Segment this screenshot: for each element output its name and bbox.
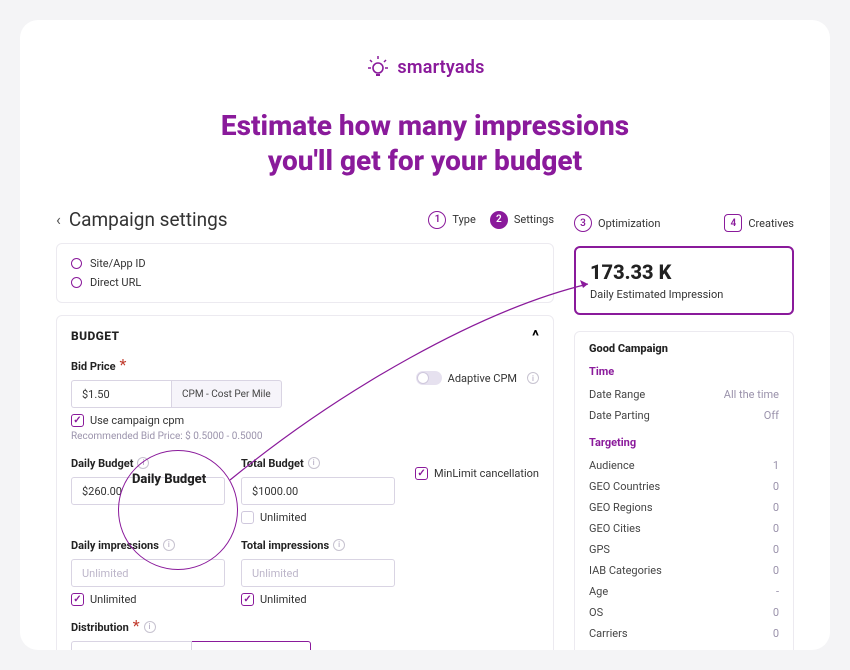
info-icon[interactable]: i xyxy=(527,372,539,384)
total-budget-label: Total Budget xyxy=(241,457,304,470)
adaptive-cpm-toggle[interactable]: Adaptive CPM i xyxy=(416,371,539,385)
step-creatives[interactable]: 4Creatives xyxy=(724,214,794,232)
total-budget-input[interactable]: $1000.00 xyxy=(241,477,395,505)
dist-asap-button[interactable]: ASAP xyxy=(192,641,312,650)
summary-row: Audience1 xyxy=(589,455,779,476)
total-impressions-label: Total impressions xyxy=(241,539,329,552)
summary-row: OS0 xyxy=(589,602,779,623)
page-headline: Estimate how many impressions you'll get… xyxy=(56,108,794,178)
info-icon[interactable]: i xyxy=(144,621,156,633)
budget-title: BUDGET xyxy=(71,329,119,343)
summary-targeting-header: Targeting xyxy=(589,436,779,449)
total-imp-unlimited-checkbox[interactable]: ✓Unlimited xyxy=(241,593,395,606)
bid-price-input[interactable]: $1.50 xyxy=(71,380,171,408)
brand-name: smartyads xyxy=(397,57,484,78)
daily-impressions-label: Daily impressions xyxy=(71,539,159,552)
summary-row: GEO Countries0 xyxy=(589,476,779,497)
impression-estimate-card: 173.33 K Daily Estimated Impression xyxy=(574,246,794,315)
summary-row: Date RangeAll the time xyxy=(589,384,779,405)
lightbulb-icon xyxy=(365,54,391,80)
total-budget-unlimited-checkbox[interactable]: ✓Unlimited xyxy=(241,511,395,524)
dist-evenly-button[interactable]: Evenly xyxy=(71,641,192,650)
info-icon[interactable]: i xyxy=(137,457,149,469)
bid-unit: CPM - Cost Per Mile xyxy=(171,380,282,408)
bid-price-label: Bid Price xyxy=(71,360,116,373)
info-icon[interactable]: i xyxy=(163,539,175,551)
radio-icon xyxy=(71,277,82,288)
summary-row: GPS0 xyxy=(589,539,779,560)
impression-value: 173.33 K xyxy=(590,260,778,284)
chevron-left-icon: ‹ xyxy=(56,210,61,229)
summary-row: IAB Categories0 xyxy=(589,560,779,581)
summary-row: Carriers0 xyxy=(589,623,779,644)
budget-panel: BUDGET ^ Bid Price * $1.50 CPM - Cost Pe… xyxy=(56,315,554,650)
page-title: Campaign settings xyxy=(69,208,228,231)
callout-label: Daily Budget xyxy=(132,472,206,487)
step-tracker: 1Type 2Settings xyxy=(428,211,554,229)
daily-imp-unlimited-checkbox[interactable]: ✓Unlimited xyxy=(71,593,225,606)
summary-row: Age- xyxy=(589,581,779,602)
summary-time-header: Time xyxy=(589,365,779,378)
step-optimization[interactable]: 3Optimization xyxy=(574,214,660,232)
info-icon[interactable]: i xyxy=(308,457,320,469)
radio-icon xyxy=(71,258,82,269)
info-icon[interactable]: i xyxy=(333,539,345,551)
rec-bid-hint: Recommended Bid Price: $ 0.5000 - 0.5000 xyxy=(71,431,395,442)
total-impressions-input[interactable]: Unlimited xyxy=(241,559,395,587)
brand-logo: smartyads xyxy=(56,54,794,80)
chevron-up-icon[interactable]: ^ xyxy=(532,326,539,345)
radio-site-app-id[interactable]: Site/App ID xyxy=(71,254,539,273)
daily-budget-label: Daily Budget xyxy=(71,457,133,470)
distribution-label: Distribution xyxy=(71,621,129,634)
summary-row: GEO Cities0 xyxy=(589,518,779,539)
campaign-summary-panel: Good Campaign Time Date RangeAll the tim… xyxy=(574,331,794,650)
quick-targets-panel: Site/App ID Direct URL xyxy=(56,243,554,303)
radio-direct-url[interactable]: Direct URL xyxy=(71,273,539,292)
summary-row: Date PartingOff xyxy=(589,405,779,426)
step-settings[interactable]: 2Settings xyxy=(490,211,554,229)
impression-sub: Daily Estimated Impression xyxy=(590,288,778,301)
use-campaign-cpm-checkbox[interactable]: ✓Use campaign cpm xyxy=(71,414,395,427)
minlimit-checkbox[interactable]: ✓MinLimit cancellation xyxy=(415,467,539,480)
summary-title: Good Campaign xyxy=(589,342,779,355)
app-card: smartyads Estimate how many impressions … xyxy=(20,20,830,650)
toggle-icon xyxy=(416,371,442,385)
step-type[interactable]: 1Type xyxy=(428,211,475,229)
summary-row: GEO Regions0 xyxy=(589,497,779,518)
breadcrumb[interactable]: ‹ Campaign settings xyxy=(56,208,228,231)
daily-impressions-input[interactable]: Unlimited xyxy=(71,559,225,587)
